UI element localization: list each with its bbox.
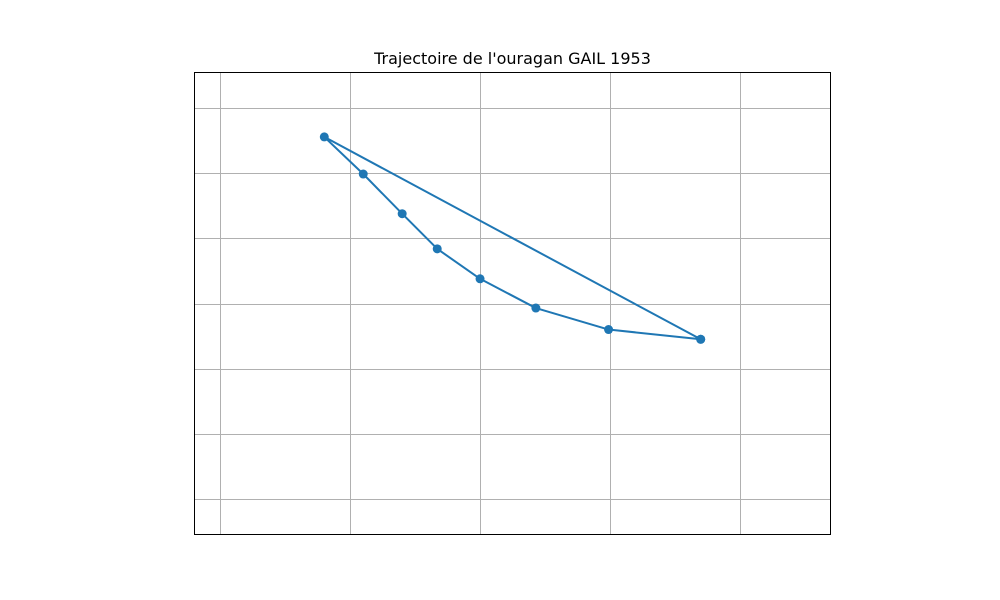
trajectory-point: [475, 274, 485, 284]
trajectory-point: [531, 303, 541, 313]
trajectory-point: [604, 325, 614, 335]
trajectory-point: [696, 334, 706, 344]
chart-title: Trajectoire de l'ouragan GAIL 1953: [373, 49, 651, 68]
trajectory-point: [432, 244, 442, 254]
trajectory-point: [319, 132, 329, 142]
plot-frame: [194, 72, 831, 535]
series-group: [319, 132, 706, 344]
trajectory-point: [358, 169, 368, 179]
trajectory-point: [397, 209, 407, 219]
grid: [194, 72, 831, 535]
